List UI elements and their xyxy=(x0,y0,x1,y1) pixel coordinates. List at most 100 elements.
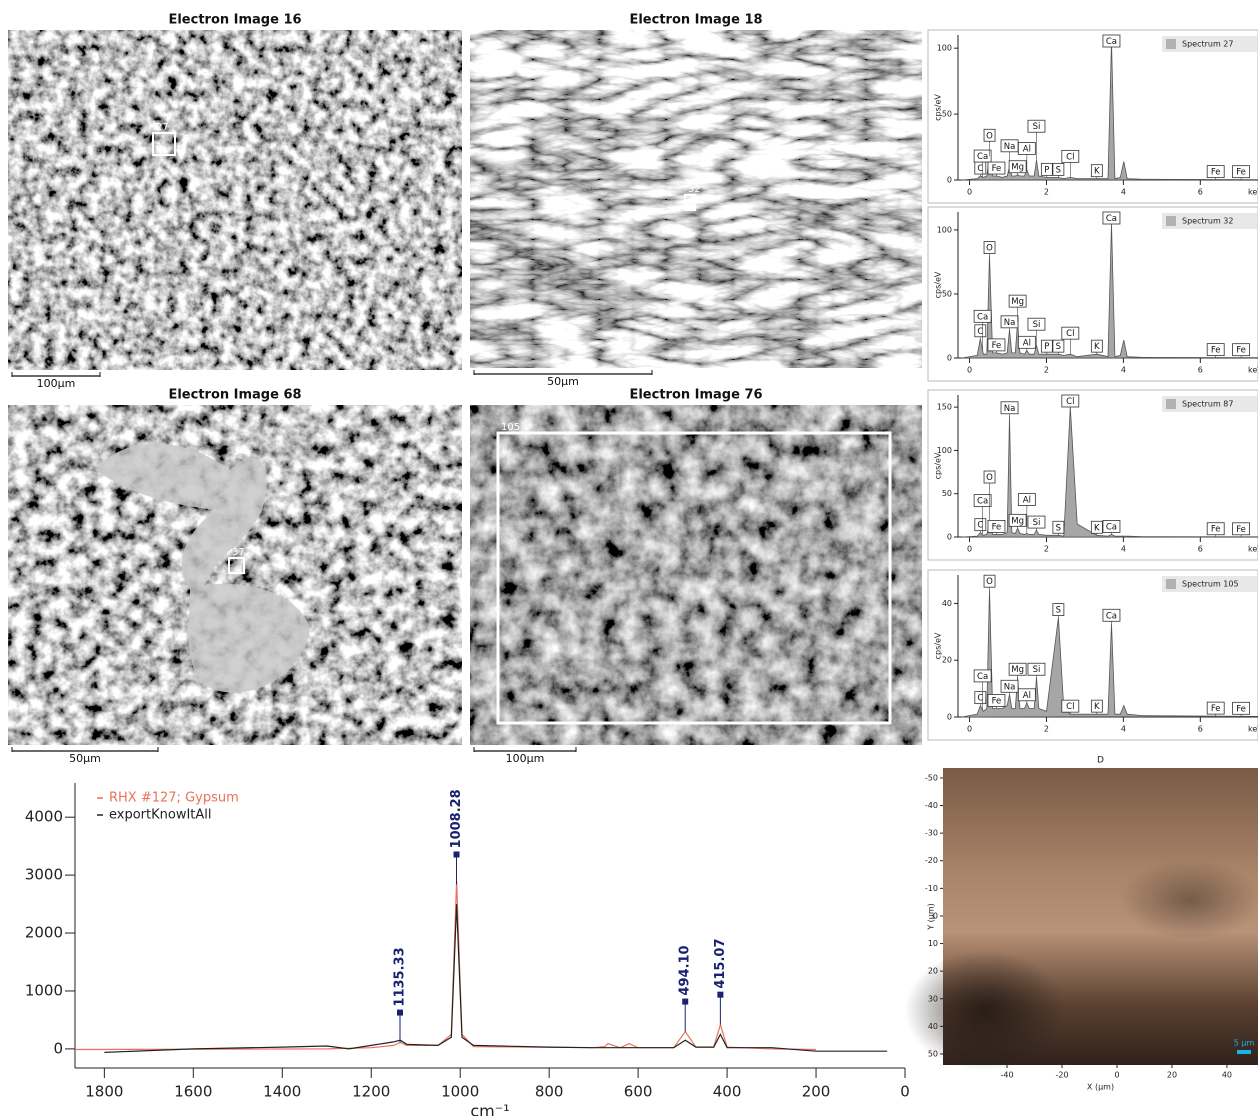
element-label: Cl xyxy=(1066,329,1074,339)
sem-image xyxy=(8,30,462,370)
element-label: Ca xyxy=(977,497,988,507)
x-tick-label: 2 xyxy=(1044,725,1049,734)
x-tick-label: -40 xyxy=(1001,1071,1014,1080)
element-label: O xyxy=(986,577,993,587)
peak-label: 1008.28 xyxy=(449,789,464,848)
figure: Electron Image 16100µm27Electron Image 1… xyxy=(0,0,1258,1116)
y-tick-label: 100 xyxy=(937,44,952,53)
element-label: Mg xyxy=(1011,297,1024,307)
element-label: S xyxy=(1056,523,1061,533)
element-label: S xyxy=(1056,606,1061,616)
y-tick-label: 150 xyxy=(937,403,952,412)
y-tick-label: 2000 xyxy=(25,924,63,942)
x-tick-label: 200 xyxy=(802,1083,831,1101)
legend-label: RHX #127; Gypsum xyxy=(109,791,239,806)
element-label: Ca xyxy=(1106,611,1117,621)
peak-label: 1135.33 xyxy=(393,947,408,1006)
x-tick-label: 800 xyxy=(535,1083,564,1101)
x-tick-label: 20 xyxy=(1167,1071,1177,1080)
y-tick-label: 4000 xyxy=(25,808,63,826)
legend-label: Spectrum 105 xyxy=(1182,580,1239,589)
x-tick-label: 0 xyxy=(967,366,972,375)
element-label: Si xyxy=(1033,122,1041,132)
peak-marker xyxy=(397,1010,403,1016)
element-label: Ca xyxy=(1106,37,1117,47)
element-label: Na xyxy=(1004,142,1016,152)
element-label: Mg xyxy=(1011,516,1024,526)
x-axis-label: cm⁻¹ xyxy=(470,1102,509,1116)
y-axis-label: Y (µm) xyxy=(927,903,936,931)
y-tick-label: -20 xyxy=(925,856,938,865)
x-tick-label: 0 xyxy=(967,188,972,197)
x-tick-label: 1800 xyxy=(85,1083,123,1101)
element-label: Cl xyxy=(1066,702,1074,712)
spot-label: 32 xyxy=(688,184,701,195)
x-axis-label: keV xyxy=(1248,545,1258,554)
x-tick-label: 6 xyxy=(1198,725,1203,734)
chart-title: D xyxy=(1097,756,1104,766)
element-label: Fe xyxy=(992,341,1002,351)
peak-label: 415.07 xyxy=(713,938,728,988)
y-tick-label: 40 xyxy=(928,1022,938,1031)
element-label: Fe xyxy=(1211,525,1221,535)
x-tick-label: 1600 xyxy=(174,1083,212,1101)
y-tick-label: 20 xyxy=(928,967,938,976)
element-label: Fe xyxy=(1211,704,1221,714)
y-tick-label: 3000 xyxy=(25,866,63,884)
sem-image xyxy=(470,405,922,745)
element-label: Na xyxy=(1004,404,1016,414)
y-tick-label: -30 xyxy=(925,829,938,838)
element-label: S xyxy=(1056,342,1061,352)
x-tick-label: 600 xyxy=(624,1083,653,1101)
element-label: P xyxy=(1044,165,1049,175)
y-tick-label: -50 xyxy=(925,773,938,782)
x-tick-label: 1000 xyxy=(441,1083,479,1101)
x-tick-label: -20 xyxy=(1055,1071,1068,1080)
x-axis-label: keV xyxy=(1248,725,1258,734)
element-label: Al xyxy=(1023,338,1031,348)
y-axis-label: cps/eV xyxy=(934,632,943,659)
element-label: Na xyxy=(1004,318,1016,328)
peak-marker xyxy=(717,992,723,998)
x-tick-label: 400 xyxy=(713,1083,742,1101)
spot-label: 37 xyxy=(232,547,245,558)
peak-label: 494.10 xyxy=(678,945,693,995)
image-title: Electron Image 16 xyxy=(168,13,301,28)
legend-label: Spectrum 87 xyxy=(1182,400,1234,409)
y-tick-label: -10 xyxy=(925,884,938,893)
x-tick-label: 6 xyxy=(1198,545,1203,554)
y-tick-label: 100 xyxy=(937,225,952,234)
element-label: K xyxy=(1094,167,1100,177)
x-tick-label: 2 xyxy=(1044,366,1049,375)
y-axis-label: cps/eV xyxy=(934,271,943,298)
x-tick-label: 4 xyxy=(1121,366,1126,375)
legend-label: Spectrum 32 xyxy=(1182,217,1234,226)
y-tick-label: 1000 xyxy=(25,981,63,999)
scale-bar-label: 50µm xyxy=(69,752,101,765)
element-label: Fe xyxy=(1236,346,1246,356)
element-label: K xyxy=(1094,702,1100,712)
shade xyxy=(1120,860,1258,940)
element-label: Fe xyxy=(992,696,1002,706)
element-label: P xyxy=(1044,342,1049,352)
x-tick-label: 2 xyxy=(1044,545,1049,554)
y-tick-label: 50 xyxy=(942,489,952,498)
element-label: Cl xyxy=(1066,397,1074,407)
element-label: Mg xyxy=(1011,163,1024,173)
scale-bar-label: 5 µm xyxy=(1234,1039,1255,1048)
y-tick-label: -40 xyxy=(925,801,938,810)
peak-marker xyxy=(454,851,460,857)
element-label: Fe xyxy=(992,522,1002,532)
x-tick-label: 1400 xyxy=(263,1083,301,1101)
y-tick-label: 20 xyxy=(942,656,952,665)
peak-marker xyxy=(682,999,688,1005)
element-label: Al xyxy=(1023,691,1031,701)
x-tick-label: 0 xyxy=(900,1083,910,1101)
y-tick-label: 50 xyxy=(942,110,952,119)
x-axis-label: X (µm) xyxy=(1087,1083,1114,1092)
element-label: Si xyxy=(1033,518,1041,528)
element-label: Ca xyxy=(977,312,988,322)
x-tick-label: 4 xyxy=(1121,545,1126,554)
y-tick-label: 40 xyxy=(942,599,952,608)
element-label: K xyxy=(1094,342,1100,352)
